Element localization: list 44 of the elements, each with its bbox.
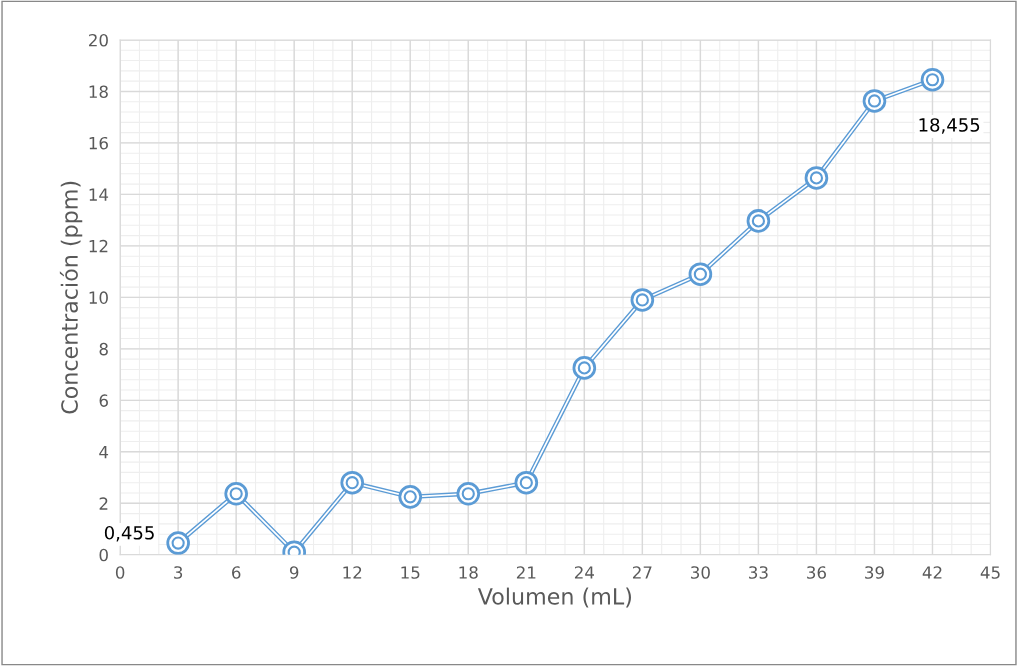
point bbox=[920, 67, 945, 92]
x-tick-label: 6 bbox=[232, 566, 241, 579]
x-tick-label: 12 bbox=[343, 566, 362, 579]
point bbox=[514, 470, 539, 495]
x-tick-label: 18 bbox=[459, 566, 478, 579]
x-tick-label: 33 bbox=[749, 566, 768, 579]
x-axis-title: Volumen (mL) bbox=[477, 587, 631, 608]
x-tick-label: 15 bbox=[401, 566, 420, 579]
y-tick-label: 4 bbox=[99, 446, 109, 459]
x-tick-label: 42 bbox=[922, 566, 942, 579]
point bbox=[398, 485, 423, 509]
annotation: 18,455 bbox=[919, 118, 980, 134]
x-tick-label: 0 bbox=[115, 566, 125, 579]
x-tick-label: 24 bbox=[574, 566, 594, 579]
x-tick-label: 30 bbox=[691, 566, 710, 579]
point bbox=[862, 89, 887, 113]
x-tick-label: 3 bbox=[174, 566, 183, 579]
point bbox=[630, 288, 655, 312]
y-tick-label: 16 bbox=[89, 136, 108, 150]
y-tick-label: 12 bbox=[89, 239, 108, 253]
y-tick-label: 20 bbox=[89, 33, 108, 47]
y-tick-label: 6 bbox=[99, 394, 108, 407]
point bbox=[166, 531, 190, 555]
point bbox=[224, 481, 248, 506]
x-tick-label: 9 bbox=[289, 566, 299, 579]
point bbox=[688, 262, 713, 287]
x-tick-label: 45 bbox=[980, 566, 1000, 579]
x-tick-label: 39 bbox=[865, 566, 884, 579]
point bbox=[456, 481, 481, 506]
point bbox=[804, 166, 829, 190]
point bbox=[340, 470, 365, 495]
y-tick-label: 2 bbox=[99, 497, 108, 510]
y-tick-label: 8 bbox=[99, 342, 108, 356]
point bbox=[746, 209, 771, 233]
y-tick-label: 14 bbox=[89, 188, 109, 201]
y-tick-label: 0 bbox=[99, 548, 108, 562]
x-tick-label: 21 bbox=[516, 566, 536, 579]
point bbox=[572, 356, 597, 380]
y-tick-label: 18 bbox=[89, 85, 108, 99]
x-tick-label: 36 bbox=[807, 566, 826, 579]
y-tick-label: 10 bbox=[89, 291, 108, 304]
y-axis-title: Concentración (ppm) bbox=[59, 181, 83, 414]
annotation: 0,455 bbox=[104, 525, 154, 542]
x-tick-label: 27 bbox=[632, 566, 652, 579]
